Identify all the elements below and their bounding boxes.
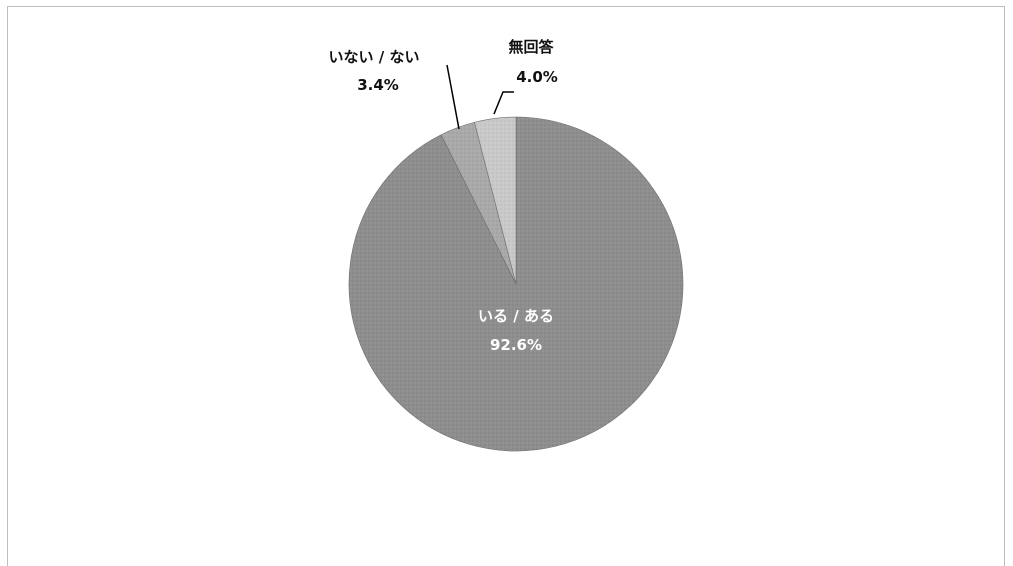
pie-slice-iru-aru-texture [349, 116, 684, 451]
leader-line-mukaito [493, 91, 514, 115]
slice-label-inai: いない / ない [329, 48, 420, 66]
slice-label-mukaito: 無回答 [508, 38, 554, 56]
slice-pct-iru: 92.6% [490, 336, 542, 354]
pie-slice-mukaito-texture [474, 117, 516, 284]
slice-pct-mukaito: 4.0% [516, 68, 558, 86]
slice-pct-inai: 3.4% [357, 76, 399, 94]
leader-line-inai [446, 64, 460, 130]
slice-label-iru: いる / ある [478, 307, 554, 325]
pie-slice-inai-nai-texture [441, 122, 516, 284]
